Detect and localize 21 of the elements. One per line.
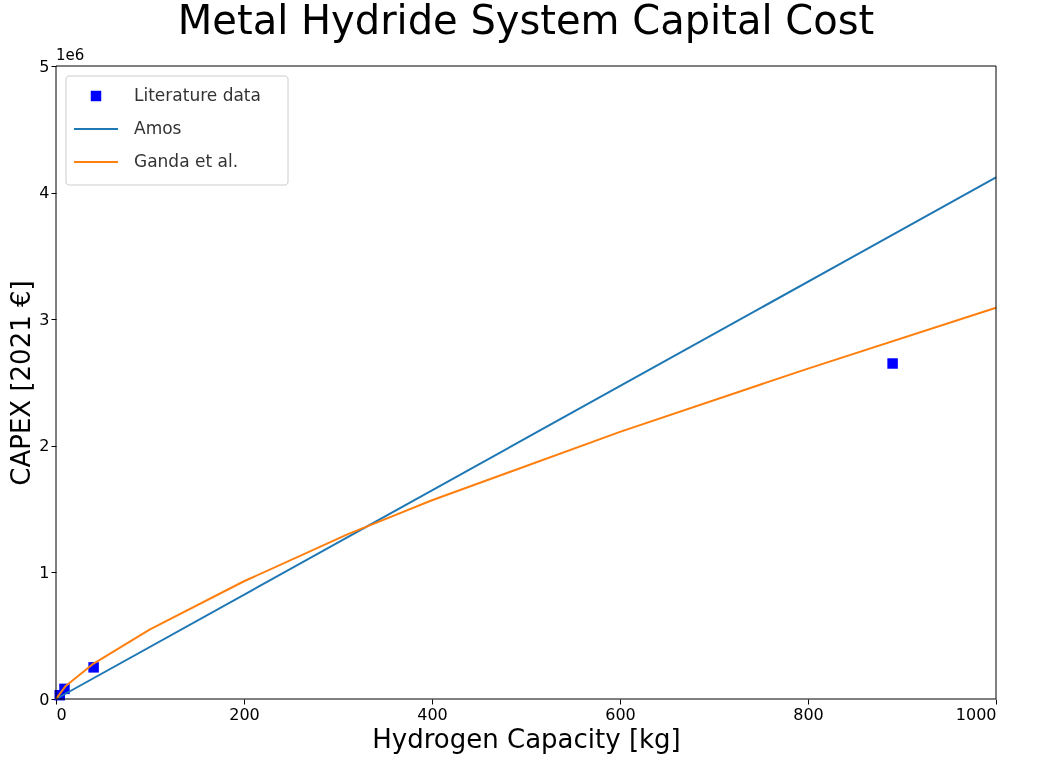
y-tick-label: 4 (39, 183, 50, 203)
text: 1e6 (56, 46, 85, 64)
y-axis-title: CAPEX [2021 €] (6, 280, 37, 486)
x-tick-label: 600 (605, 704, 636, 724)
legend-label: Literature data (134, 85, 261, 105)
line-series (55, 306, 997, 700)
chart-title: Metal Hydride System Capital Cost (177, 0, 875, 43)
y-tick-label: 3 (39, 309, 50, 329)
legend-label: Ganda et al. (134, 151, 239, 171)
point (887, 358, 898, 369)
y-tick-label: 5 (39, 56, 50, 76)
x-tick-label: 0 (56, 704, 67, 724)
legend-label: Amos (134, 118, 182, 138)
x-tick-label: 1000 (955, 704, 997, 724)
x-tick-label: 400 (417, 704, 448, 724)
y-tick-label: 1 (39, 562, 50, 582)
x-tick-label: 200 (229, 704, 260, 724)
x-tick-label: 800 (793, 704, 824, 724)
y-tick-label: 2 (39, 436, 50, 456)
x-axis-title: Hydrogen Capacity [kg] (372, 723, 681, 754)
y-tick-label: 0 (39, 689, 50, 709)
